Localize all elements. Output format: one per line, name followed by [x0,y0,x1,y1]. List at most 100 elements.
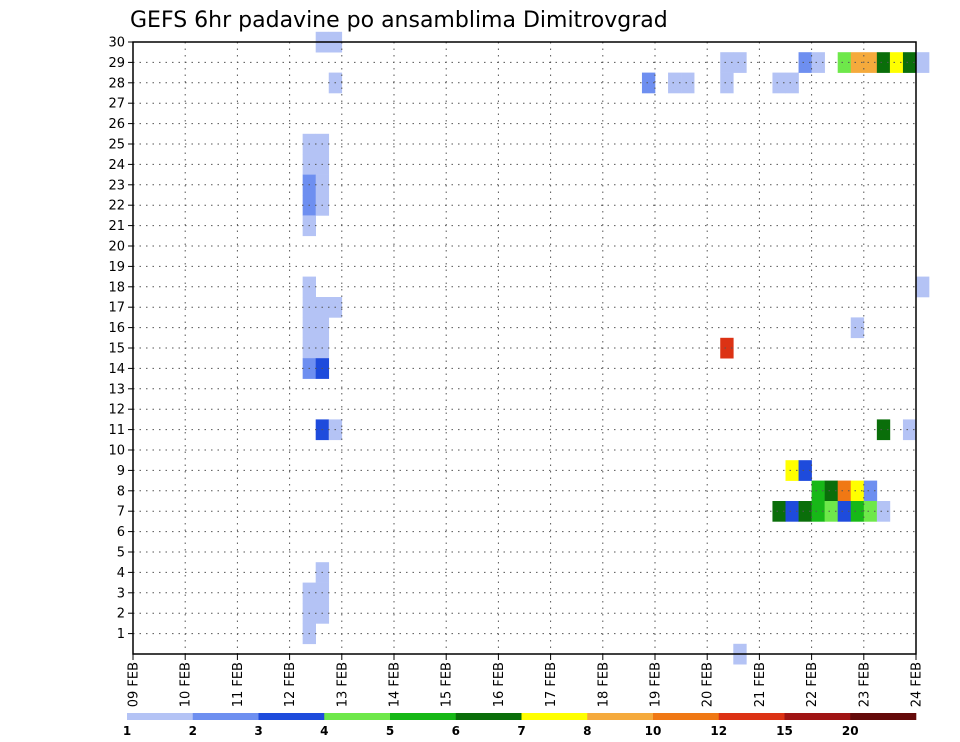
legend-swatch [653,713,720,720]
heatmap-cell [785,72,799,94]
heatmap-cell [850,501,865,522]
legend-swatch [850,713,917,720]
heatmap-cell [863,480,878,502]
y-tick-label: 25 [108,138,125,153]
y-tick-label: 12 [108,403,125,418]
heatmap-cell [772,501,786,522]
heatmap-cell [811,501,825,522]
heatmap-cell [916,52,930,73]
heatmap-cell [850,317,865,339]
y-tick-label: 17 [108,301,125,316]
y-tick-label: 27 [108,97,125,112]
y-tick-label: 7 [117,505,125,520]
x-tick-label: 15 FEB [440,662,455,707]
heatmap-cell [811,480,825,502]
heatmap-cell [785,501,799,522]
legend-level-label: 10 [645,724,662,738]
heatmap-cell [824,480,838,502]
legend-level-label: 12 [710,724,727,738]
legend-level-label: 1 [123,724,131,738]
y-tick-label: 29 [108,56,125,71]
legend-level-label: 7 [517,724,525,738]
x-tick-label: 17 FEB [544,662,559,707]
heatmap-cells [302,31,930,665]
x-tick-label: 21 FEB [753,662,768,707]
heatmap-cell [850,480,865,502]
x-tick-label: 11 FEB [231,662,246,707]
legend-swatch [718,713,785,720]
legend-swatch [127,713,194,720]
legend-swatch [784,713,851,720]
y-tick-label: 1 [117,627,125,642]
heatmap-cell [837,52,852,73]
x-tick-label: 14 FEB [388,662,403,707]
y-tick-label: 24 [108,158,125,173]
legend-swatch [324,713,391,720]
x-tick-label: 13 FEB [335,662,350,707]
y-tick-label: 15 [108,342,125,357]
y-tick-label: 21 [108,219,125,234]
x-tick-label: 20 FEB [701,662,716,707]
y-tick-label: 8 [117,484,125,499]
x-tick-label: 12 FEB [283,662,298,707]
heatmap-cell [902,419,917,441]
y-tick-label: 22 [108,199,125,214]
y-tick-label: 4 [117,566,125,581]
x-tick-label: 24 FEB [910,662,925,707]
heatmap-cell [863,52,878,73]
y-tick-label: 6 [117,525,125,540]
legend-level-label: 15 [776,724,793,738]
heatmap-cell [772,72,786,94]
x-tick-label: 10 FEB [179,662,194,707]
heatmap-cell [798,501,812,522]
legend-swatch [258,713,325,720]
legend-swatch [587,713,654,720]
heatmap-cell [876,52,891,73]
legend-swatch [521,713,588,720]
color-legend: 1 2 3 4 5 6 7 8 10 12 15 20 [123,713,917,738]
x-tick-label: 23 FEB [857,662,872,707]
y-tick-label: 5 [117,546,125,561]
legend-level-label: 2 [189,724,197,738]
legend-level-label: 5 [386,724,394,738]
x-tick-label: 19 FEB [649,662,664,707]
heatmap-cell [863,501,878,522]
x-tick-label: 16 FEB [492,662,507,707]
y-tick-label: 2 [117,607,125,622]
heatmap-cell [681,72,695,94]
heatmap-cell [837,480,852,502]
heatmap-cell [720,337,734,359]
heatmap-cell [733,52,747,73]
heatmap-cell [720,72,734,94]
x-tick-label: 22 FEB [805,662,820,707]
legend-level-label: 4 [320,724,328,738]
y-tick-label: 26 [108,117,125,132]
heatmap-cell [811,52,825,73]
x-axis-ticks: 09 FEB 10 FEB 11 FEB 12 FEB 13 FEB 14 FEB 15 F… [127,654,925,707]
legend-level-label: 6 [452,724,460,738]
heatmap-cell [668,72,682,94]
legend-level-label: 8 [583,724,591,738]
y-tick-label: 14 [108,362,125,377]
heatmap-cell [824,501,838,522]
y-tick-label: 20 [108,240,125,255]
y-tick-label: 11 [108,423,125,438]
legend-swatch [390,713,457,720]
heatmap-cell [916,276,930,298]
y-tick-label: 10 [108,444,125,459]
y-tick-label: 23 [108,178,125,193]
y-tick-label: 13 [108,382,125,397]
x-tick-label: 09 FEB [127,662,142,707]
heatmap-cell [850,52,865,73]
heatmap-cell [902,52,917,73]
y-tick-label: 18 [108,280,125,295]
heatmap-cell [798,460,812,481]
y-tick-label: 19 [108,260,125,275]
x-tick-label: 18 FEB [596,662,611,707]
chart-title: GEFS 6hr padavine po ansamblima Dimitrov… [130,8,668,33]
heatmap-cell [798,52,812,73]
y-tick-label: 16 [108,321,125,336]
legend-swatch [455,713,522,720]
grid-lines [133,42,916,654]
